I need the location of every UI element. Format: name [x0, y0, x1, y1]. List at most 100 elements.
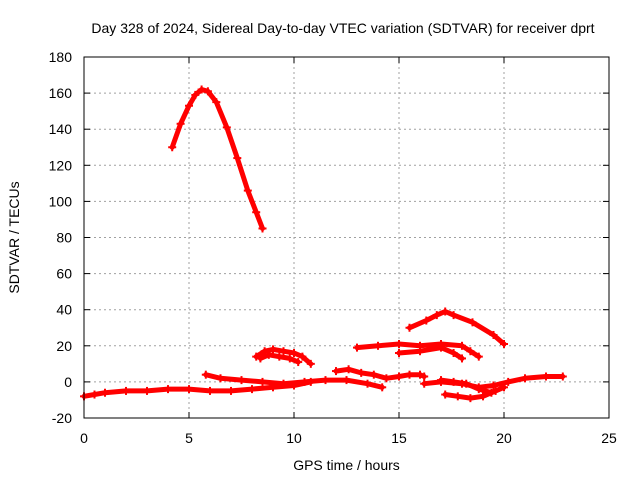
y-tick-label: 0 [64, 374, 72, 390]
data-point [285, 354, 294, 363]
y-tick-label: 120 [49, 157, 73, 173]
data-point [449, 311, 458, 320]
data-point [474, 352, 483, 361]
data-point [521, 374, 529, 383]
x-tick-label: 25 [601, 430, 617, 446]
data-point [487, 388, 496, 397]
y-axis-title: SDTVAR / TECUs [6, 181, 22, 293]
series-arc-9 [407, 309, 507, 347]
data-point [468, 318, 477, 327]
data-point [258, 224, 267, 233]
data-point [437, 343, 445, 352]
data-point [269, 345, 277, 354]
data-point [416, 370, 424, 379]
data-point [279, 379, 288, 388]
data-point [203, 87, 212, 96]
data-point [201, 370, 210, 379]
data-point [405, 323, 414, 332]
data-point [90, 390, 99, 399]
data-point [164, 385, 172, 394]
data-point [306, 359, 315, 368]
data-point [462, 379, 471, 388]
data-point [216, 374, 225, 383]
data-point [479, 392, 487, 401]
data-point [264, 350, 273, 359]
y-tick-label: 80 [56, 230, 72, 246]
y-tick-label: 180 [49, 49, 73, 65]
data-point [449, 377, 458, 386]
data-point [258, 377, 267, 386]
data-point [298, 352, 307, 361]
data-point [344, 365, 353, 374]
data-point [191, 90, 200, 99]
data-point [489, 330, 498, 339]
data-point [237, 376, 246, 385]
data-point [252, 208, 261, 217]
grid-layer [84, 57, 609, 418]
data-point [300, 377, 309, 386]
data-point [363, 379, 372, 388]
data-point [321, 376, 330, 385]
y-tick-label: 140 [49, 121, 73, 137]
data-point [176, 119, 185, 128]
data-point [143, 386, 151, 395]
data-point [500, 383, 508, 392]
data-point [441, 307, 450, 316]
data-point [294, 358, 303, 367]
chart-title: Day 328 of 2024, Sidereal Day-to-day VTE… [91, 20, 594, 36]
data-point [395, 349, 403, 358]
series-arc-3 [203, 372, 385, 390]
data-point [437, 376, 445, 385]
data-point [422, 316, 431, 325]
data-point [168, 143, 177, 152]
data-point [420, 379, 429, 388]
y-tick-label: 160 [49, 85, 73, 101]
y-tick-label: 100 [49, 193, 73, 209]
data-point [233, 154, 242, 163]
data-point [353, 343, 361, 352]
data-point [369, 370, 378, 379]
data-point [449, 349, 458, 358]
data-point [432, 311, 441, 320]
x-tick-label: 20 [496, 430, 512, 446]
x-tick-label: 0 [80, 430, 88, 446]
data-point [542, 372, 550, 381]
data-point [420, 372, 429, 381]
data-point [248, 385, 256, 394]
data-point [395, 339, 403, 348]
data-point [243, 186, 252, 195]
data-point [342, 376, 351, 385]
data-point [227, 386, 235, 395]
data-point [458, 341, 466, 350]
data-point [489, 381, 498, 390]
tick-layer: 0 5 10 15 20 25 -20 0 20 40 60 80 100 120 140 160 180 [49, 49, 617, 446]
data-point [275, 352, 284, 361]
series-layer [80, 85, 567, 403]
x-tick-label: 15 [391, 430, 407, 446]
data-point [279, 347, 288, 356]
data-point [357, 368, 366, 377]
data-point [558, 372, 567, 381]
data-point [453, 392, 462, 401]
data-point [122, 386, 130, 395]
data-point [504, 377, 513, 386]
data-point [332, 367, 340, 376]
data-point [101, 388, 109, 397]
data-point [500, 339, 508, 348]
y-tick-label: 20 [56, 338, 72, 354]
data-point [185, 101, 193, 110]
data-point [458, 354, 466, 363]
data-point [374, 341, 382, 350]
data-point [395, 372, 403, 381]
data-point [416, 347, 424, 356]
data-point [466, 347, 475, 356]
data-point [206, 386, 214, 395]
data-point [441, 390, 450, 399]
x-axis-title: GPS time / hours [293, 457, 400, 473]
series-arc-1 [169, 87, 265, 231]
data-point [256, 354, 265, 363]
data-point [466, 394, 475, 403]
data-point [378, 383, 387, 392]
data-point [197, 85, 206, 94]
